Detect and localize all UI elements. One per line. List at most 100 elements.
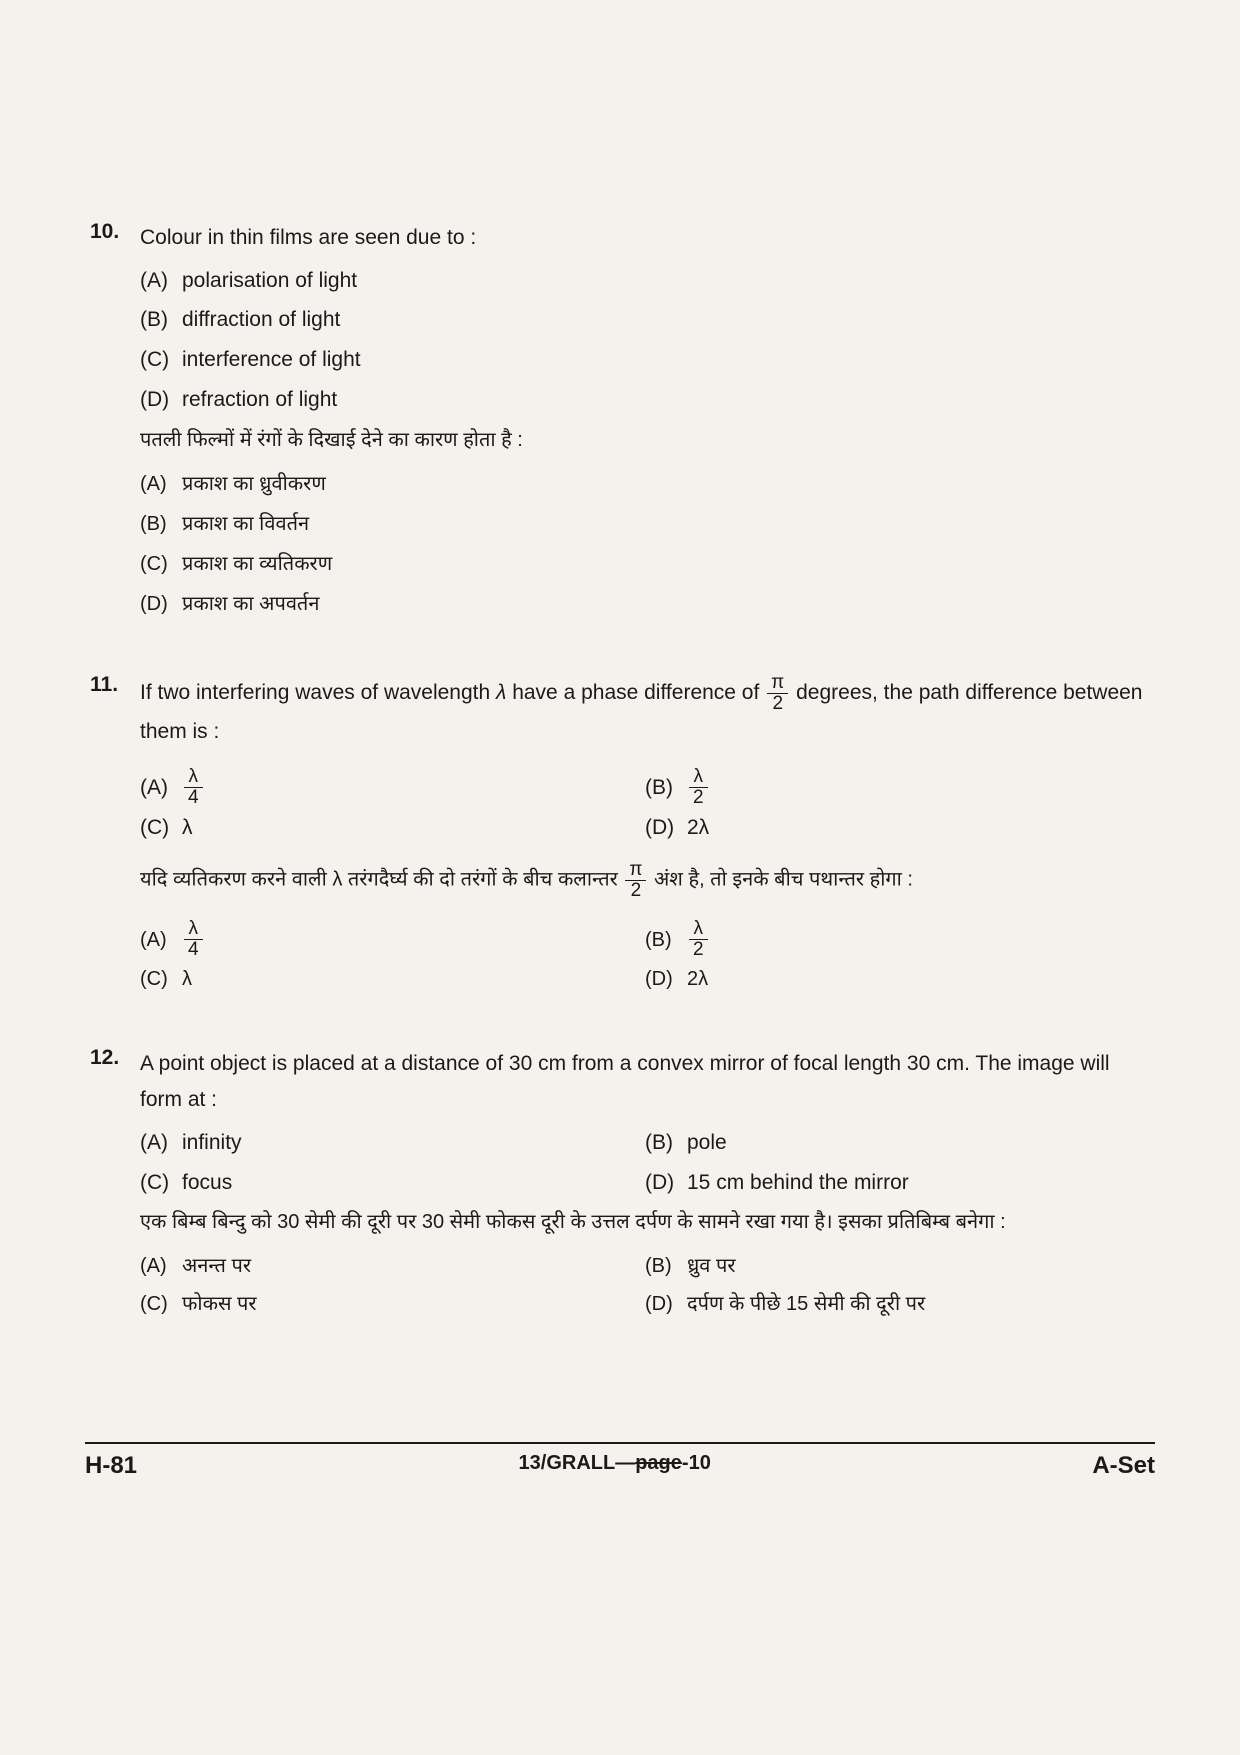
option-text: 2λ bbox=[687, 808, 709, 848]
footer-center-strike: page bbox=[635, 1452, 682, 1474]
question-12: 12. A point object is placed at a distan… bbox=[90, 1046, 1150, 1323]
fraction: λ4 bbox=[184, 767, 203, 808]
option-a-hi: (A) प्रकाश का ध्रुवीकरण bbox=[140, 465, 1150, 503]
question-10: 10. Colour in thin films are seen due to… bbox=[90, 220, 1150, 625]
option-text: प्रकाश का विवर्तन bbox=[182, 505, 1150, 543]
denominator: 4 bbox=[184, 940, 203, 960]
question-text-hi: पतली फिल्मों में रंगों के दिखाई देने का … bbox=[140, 421, 1150, 459]
option-row-cd-en: (C) focus (D) 15 cm behind the mirror bbox=[140, 1163, 1150, 1203]
option-text: interference of light bbox=[182, 341, 1150, 379]
option-label: (D) bbox=[645, 1285, 687, 1323]
option-label: (D) bbox=[645, 808, 687, 848]
option-a-en: (A) polarisation of light bbox=[140, 262, 1150, 300]
option-row-cd-en: (C) λ (D) 2λ bbox=[140, 808, 1150, 848]
denominator: 2 bbox=[689, 788, 708, 808]
denominator: 4 bbox=[184, 788, 203, 808]
option-label: (B) bbox=[645, 1247, 687, 1285]
option-text: diffraction of light bbox=[182, 301, 1150, 339]
option-label: (D) bbox=[645, 960, 687, 998]
option-label: (D) bbox=[140, 381, 182, 419]
text-part: यदि व्यतिकरण करने वाली λ तरंगदैर्घ्य की … bbox=[140, 869, 623, 891]
option-label: (C) bbox=[140, 1163, 182, 1203]
option-label: (A) bbox=[140, 465, 182, 503]
option-row-ab-en: (A) λ4 (B) λ2 bbox=[140, 767, 1150, 808]
footer-right: A-Set bbox=[1092, 1452, 1155, 1480]
option-label: (A) bbox=[140, 1247, 182, 1285]
option-text: infinity bbox=[182, 1123, 242, 1163]
question-number: 11. bbox=[90, 673, 140, 697]
option-label: (D) bbox=[140, 585, 182, 623]
footer-center-pre: 13/GRALL bbox=[519, 1452, 616, 1474]
option-label: (C) bbox=[140, 1285, 182, 1323]
option-text: λ bbox=[182, 960, 192, 998]
option-label: (A) bbox=[140, 768, 182, 808]
option-text: refraction of light bbox=[182, 381, 1150, 419]
question-text-en: A point object is placed at a distance o… bbox=[140, 1046, 1150, 1117]
option-row-cd-hi: (C) λ (D) 2λ bbox=[140, 960, 1150, 998]
option-label: (B) bbox=[645, 921, 687, 959]
option-c-hi: (C) प्रकाश का व्यतिकरण bbox=[140, 545, 1150, 583]
numerator: π bbox=[767, 673, 788, 694]
option-b-hi: (B) प्रकाश का विवर्तन bbox=[140, 505, 1150, 543]
option-b-en: (B) diffraction of light bbox=[140, 301, 1150, 339]
option-text: प्रकाश का अपवर्तन bbox=[182, 585, 1150, 623]
text-part: have a phase difference of bbox=[506, 681, 765, 704]
option-label: (B) bbox=[645, 768, 687, 808]
text-part: If two interfering waves of wavelength bbox=[140, 681, 496, 704]
option-text: focus bbox=[182, 1163, 232, 1203]
option-text: λ bbox=[182, 808, 193, 848]
option-c-en: (C) interference of light bbox=[140, 341, 1150, 379]
fraction-pi-2: π2 bbox=[767, 673, 788, 714]
question-text-en: If two interfering waves of wavelength λ… bbox=[140, 673, 1150, 750]
option-label: (A) bbox=[140, 921, 182, 959]
question-number: 12. bbox=[90, 1046, 140, 1070]
fraction: λ2 bbox=[689, 919, 708, 960]
denominator: 2 bbox=[625, 881, 646, 901]
fraction: λ4 bbox=[184, 919, 203, 960]
option-text: polarisation of light bbox=[182, 262, 1150, 300]
footer-center-post: -10 bbox=[682, 1452, 711, 1474]
question-11: 11. If two interfering waves of waveleng… bbox=[90, 673, 1150, 998]
option-text: ध्रुव पर bbox=[687, 1247, 736, 1285]
text-part: अंश है, तो इनके बीच पथान्तर होगा : bbox=[648, 869, 913, 891]
option-row-cd-hi: (C) फोकस पर (D) दर्पण के पीछे 15 सेमी की… bbox=[140, 1285, 1150, 1323]
option-row-ab-hi: (A) अनन्त पर (B) ध्रुव पर bbox=[140, 1247, 1150, 1285]
numerator: λ bbox=[184, 767, 203, 788]
option-label: (D) bbox=[645, 1163, 687, 1203]
fraction-pi-2: π2 bbox=[625, 860, 646, 901]
option-text: 2λ bbox=[687, 960, 708, 998]
option-label: (C) bbox=[140, 960, 182, 998]
option-label: (C) bbox=[140, 808, 182, 848]
numerator: λ bbox=[689, 767, 708, 788]
numerator: λ bbox=[689, 919, 708, 940]
option-d-en: (D) refraction of light bbox=[140, 381, 1150, 419]
option-d-hi: (D) प्रकाश का अपवर्तन bbox=[140, 585, 1150, 623]
page-footer: H-81 13/GRALL—page-10 A-Set bbox=[85, 1442, 1155, 1480]
question-text-hi: एक बिम्ब बिन्दु को 30 सेमी की दूरी पर 30… bbox=[140, 1203, 1150, 1241]
fraction: λ2 bbox=[689, 767, 708, 808]
lambda: λ bbox=[496, 681, 506, 704]
question-text-en: Colour in thin films are seen due to : bbox=[140, 220, 1150, 256]
option-label: (C) bbox=[140, 545, 182, 583]
option-label: (B) bbox=[140, 301, 182, 339]
option-text: अनन्त पर bbox=[182, 1247, 251, 1285]
option-text: 15 cm behind the mirror bbox=[687, 1163, 909, 1203]
denominator: 2 bbox=[767, 694, 788, 714]
footer-center: 13/GRALL—page-10 bbox=[519, 1452, 711, 1480]
option-label: (A) bbox=[140, 262, 182, 300]
option-label: (C) bbox=[140, 341, 182, 379]
option-row-ab-en: (A) infinity (B) pole bbox=[140, 1123, 1150, 1163]
footer-left: H-81 bbox=[85, 1452, 137, 1480]
option-label: (A) bbox=[140, 1123, 182, 1163]
option-label: (B) bbox=[645, 1123, 687, 1163]
numerator: λ bbox=[184, 919, 203, 940]
denominator: 2 bbox=[689, 940, 708, 960]
question-text-hi: यदि व्यतिकरण करने वाली λ तरंगदैर्घ्य की … bbox=[140, 860, 1150, 901]
question-number: 10. bbox=[90, 220, 140, 244]
option-text: फोकस पर bbox=[182, 1285, 257, 1323]
numerator: π bbox=[625, 860, 646, 881]
option-text: प्रकाश का व्यतिकरण bbox=[182, 545, 1150, 583]
option-text: pole bbox=[687, 1123, 727, 1163]
option-row-ab-hi: (A) λ4 (B) λ2 bbox=[140, 919, 1150, 960]
option-text: प्रकाश का ध्रुवीकरण bbox=[182, 465, 1150, 503]
